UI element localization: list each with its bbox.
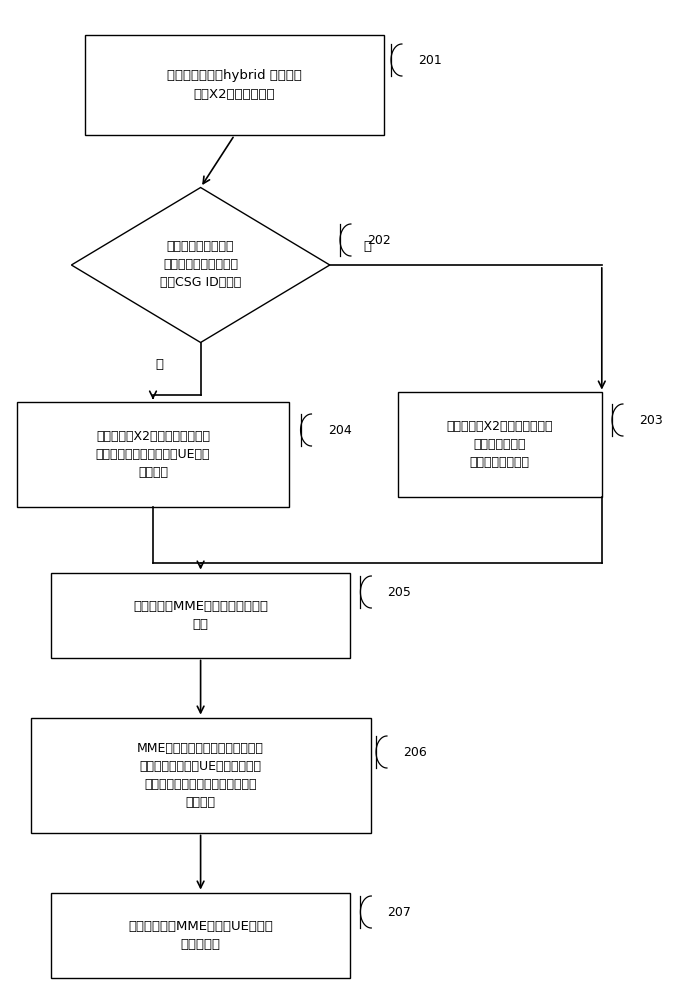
Bar	[31, 718, 371, 832]
Bar	[17, 402, 289, 507]
Bar	[85, 35, 384, 135]
Text: 源和目标都为家庭基
站，且源小区和目标小
区的CSG ID相同？: 源和目标都为家庭基 站，且源小区和目标小 区的CSG ID相同？	[160, 240, 241, 290]
Text: 目标基站根据MME指示的UE身份进
行相应处理: 目标基站根据MME指示的UE身份进 行相应处理	[128, 920, 273, 950]
Polygon shape	[71, 188, 330, 342]
Text: 207: 207	[388, 906, 411, 918]
Text: MME收到目标基站发送的路径转移
请求消息后，判断UE在所述目标小
区下的身份，并将判断结果指示给
目标基站: MME收到目标基站发送的路径转移 请求消息后，判断UE在所述目标小 区下的身份，…	[137, 742, 264, 808]
Bar	[398, 392, 602, 497]
Bar	[51, 892, 350, 978]
Text: 切换目标小区为hybrid 模式，且
满足X2切换基本条件: 切换目标小区为hybrid 模式，且 满足X2切换基本条件	[167, 70, 302, 101]
Text: 源基站发起X2切换和目标基站
的接纳控制按照
按有标准流程执行: 源基站发起X2切换和目标基站 的接纳控制按照 按有标准流程执行	[447, 420, 553, 470]
Text: 203: 203	[639, 414, 663, 426]
Text: 是: 是	[363, 240, 371, 253]
Bar	[51, 572, 350, 658]
Text: 源基站发送X2切换请求消息给目
标基站，目标基站对所述UE执行
接纳控制: 源基站发送X2切换请求消息给目 标基站，目标基站对所述UE执行 接纳控制	[96, 430, 210, 480]
Text: 204: 204	[328, 424, 352, 436]
Text: 否: 否	[156, 358, 164, 371]
Text: 201: 201	[418, 53, 442, 66]
Text: 目标基站向MME发送路径转移请求
消息: 目标基站向MME发送路径转移请求 消息	[133, 599, 268, 631]
Text: 206: 206	[403, 746, 427, 758]
Text: 202: 202	[367, 233, 391, 246]
Text: 205: 205	[388, 585, 411, 598]
